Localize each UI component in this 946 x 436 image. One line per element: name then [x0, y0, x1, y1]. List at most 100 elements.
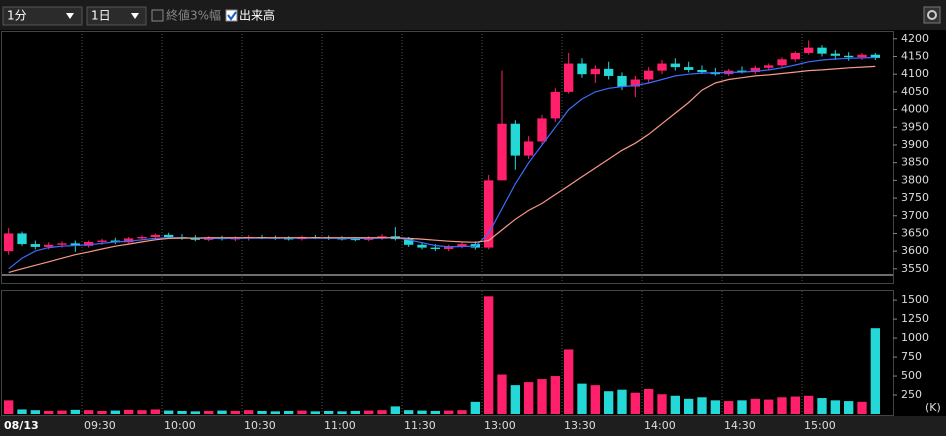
candle-body: [30, 244, 40, 247]
candle-body: [777, 59, 787, 66]
volume-bar: [577, 383, 587, 414]
dropdown-arrow: [131, 13, 139, 19]
checkbox-label: 終値3%幅: [166, 8, 221, 23]
span-select[interactable]: [86, 6, 147, 26]
candle-body: [644, 70, 654, 80]
y-tick-label: 4100: [901, 67, 929, 80]
candle-body: [164, 234, 174, 237]
volume-bar: [804, 395, 814, 414]
volume-bar: [497, 374, 507, 414]
candle-body: [844, 55, 854, 58]
candle-body: [524, 141, 534, 156]
volume-bar: [70, 409, 80, 414]
candle-body: [137, 236, 147, 239]
volume-bar: [590, 385, 600, 414]
volume-bar: [870, 328, 880, 414]
volume-bar: [217, 410, 227, 414]
candle-body: [764, 65, 774, 68]
settings-button[interactable]: [923, 6, 941, 24]
volume-bar: [644, 388, 654, 414]
candle-body: [497, 123, 507, 181]
candle-body: [350, 239, 360, 241]
candle-body: [617, 75, 627, 87]
interval-select[interactable]: [2, 6, 83, 26]
y-tick-label: 3600: [901, 244, 929, 257]
y-tick-label: 1000: [901, 331, 929, 344]
x-tick-label: 09:30: [84, 419, 116, 432]
volume-bar: [457, 410, 467, 414]
volume-bar: [417, 410, 427, 414]
y-tick-label: 500: [901, 369, 922, 382]
volume-bar: [710, 400, 720, 414]
candle-body: [564, 63, 574, 92]
volume-bar: [857, 401, 867, 414]
x-tick-label: 15:00: [804, 419, 836, 432]
volume-bar: [364, 410, 374, 414]
volume-bar: [777, 397, 787, 414]
candle-body: [97, 240, 107, 242]
candle-body: [17, 233, 27, 245]
volume-bar: [257, 410, 267, 414]
volume-bar: [444, 410, 454, 414]
volume-bar: [510, 385, 520, 414]
volume-bar: [377, 410, 387, 414]
candle-body: [444, 246, 454, 250]
y-tick-label: 4200: [901, 32, 929, 45]
volume-bar: [830, 400, 840, 414]
volume-bar: [470, 401, 480, 414]
candle-body: [604, 68, 614, 76]
y-tick-label: 3950: [901, 120, 929, 133]
candle-body: [790, 52, 800, 60]
y-tick-label: 3750: [901, 191, 929, 204]
volume-bar: [484, 296, 494, 414]
y-tick-label: 4000: [901, 103, 929, 116]
candle-body: [57, 243, 67, 245]
volume-bar: [524, 382, 534, 414]
volume-bar: [617, 389, 627, 414]
x-tick-label: 11:30: [404, 419, 436, 432]
x-tick-label: 10:00: [164, 419, 196, 432]
candle-body: [857, 54, 867, 58]
y-tick-label: 3550: [901, 262, 929, 275]
x-tick-label: 08/13: [4, 419, 39, 432]
volume-bar: [270, 411, 280, 414]
volume-bar: [724, 401, 734, 414]
checkbox-label: 出来高: [239, 8, 275, 23]
candle-body: [430, 247, 440, 250]
ma-line: [8, 65, 876, 273]
candle-body: [804, 47, 814, 53]
volume-bar: [630, 392, 640, 414]
x-tick-label: 10:30: [244, 419, 276, 432]
volume-bar: [124, 409, 134, 414]
candle-body: [124, 238, 134, 243]
y-tick-label: 3850: [901, 156, 929, 169]
candle-body: [190, 238, 200, 240]
x-tick-label: 14:30: [724, 419, 756, 432]
volume-bar: [564, 349, 574, 414]
candle-body: [870, 54, 880, 58]
y-tick-label: 750: [901, 350, 922, 363]
checkbox[interactable]: [225, 9, 238, 22]
volume-bar: [817, 398, 827, 414]
ma-line: [8, 56, 876, 270]
x-axis-strip: [0, 416, 946, 436]
volume-bar: [150, 409, 160, 414]
y-tick-label: 4150: [901, 49, 929, 62]
y-tick-label: 1500: [901, 293, 929, 306]
x-tick-label: 13:30: [564, 419, 596, 432]
candle-body: [510, 123, 520, 156]
volume-bar: [844, 401, 854, 414]
volume-bar: [737, 400, 747, 414]
plot: 08/13 09:30 10:00 10:30 11:00 11:30 13:00 13:30…: [4, 31, 929, 432]
candle-body: [150, 234, 160, 237]
y-tick-label: 1250: [901, 312, 929, 325]
volume-bar: [537, 379, 547, 414]
candle-body: [44, 244, 54, 247]
volume-bar: [297, 410, 307, 414]
y-tick-label: 3800: [901, 173, 929, 186]
candle-body: [84, 241, 94, 246]
candle-body: [377, 236, 387, 238]
checkmark: [227, 11, 237, 21]
checkbox[interactable]: [151, 9, 164, 22]
